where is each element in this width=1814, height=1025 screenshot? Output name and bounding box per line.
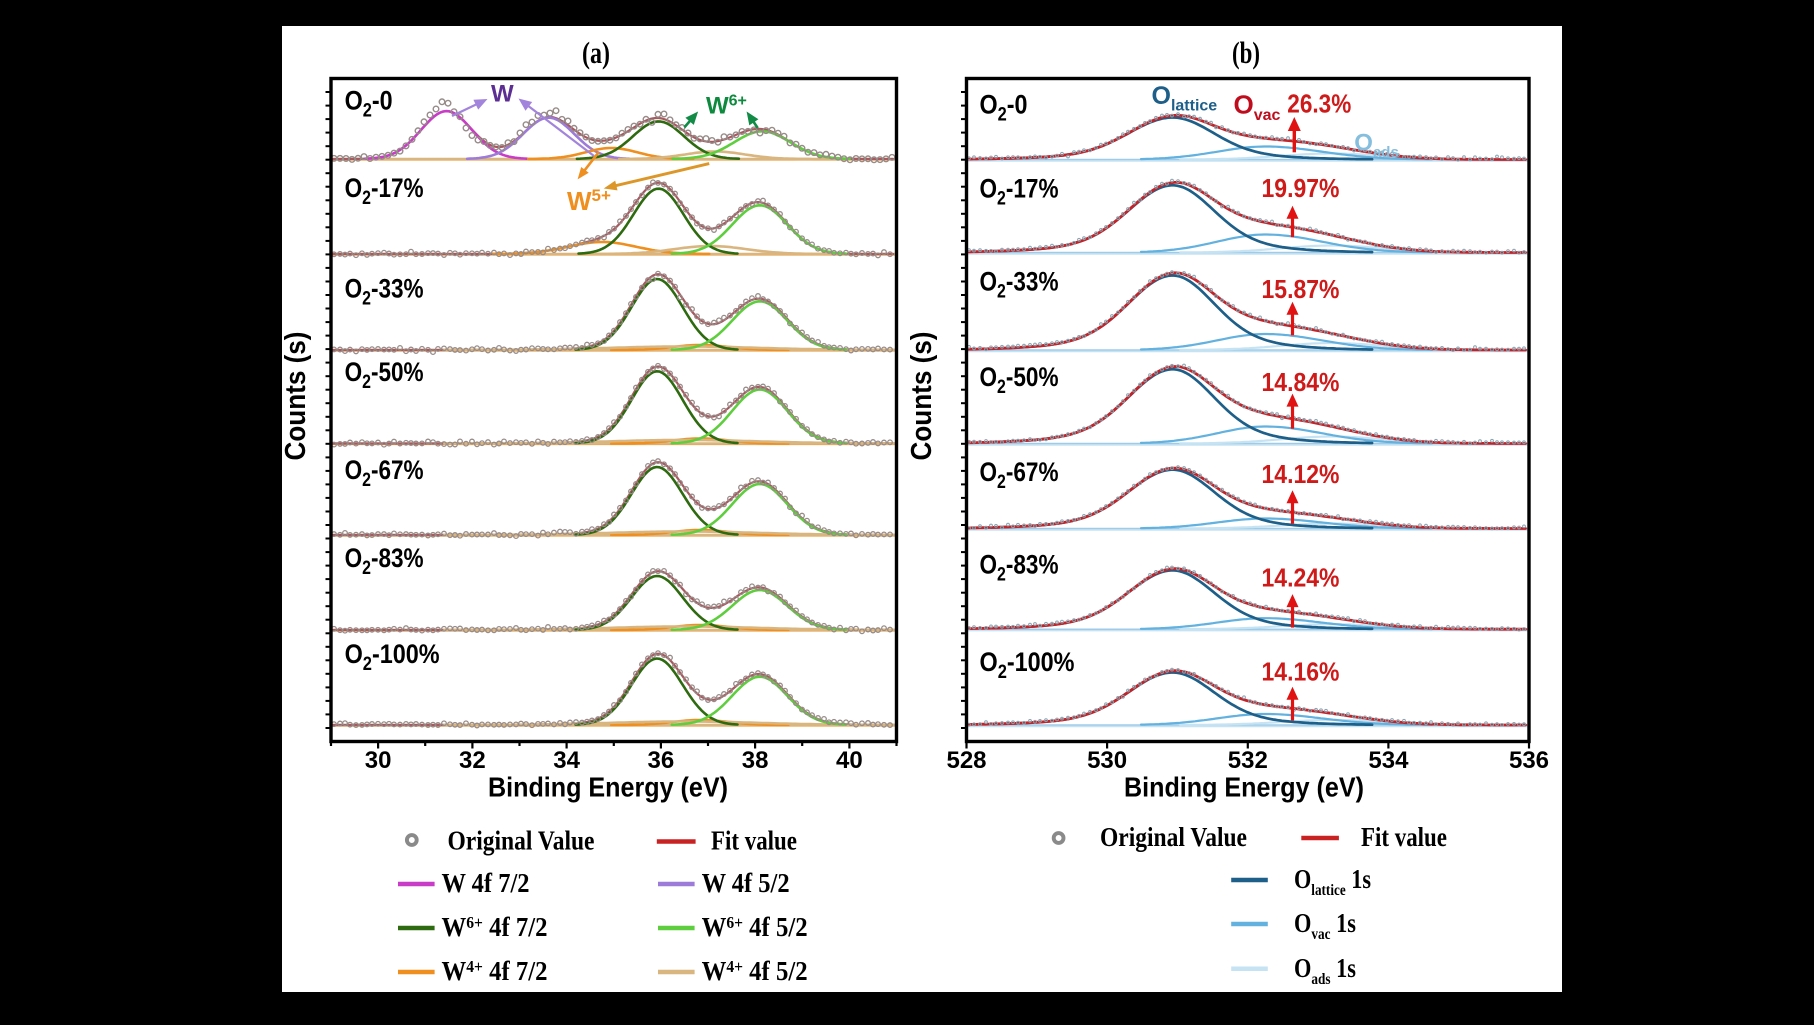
svg-text:O2-83%: O2-83% <box>980 550 1059 586</box>
svg-text:Counts (s): Counts (s) <box>906 332 938 461</box>
svg-text:528: 528 <box>946 747 986 774</box>
svg-text:38: 38 <box>742 747 769 774</box>
svg-text:O2-100%: O2-100% <box>980 647 1075 683</box>
svg-text:532: 532 <box>1228 747 1268 774</box>
svg-text:O2-17%: O2-17% <box>345 173 424 209</box>
svg-text:Counts (s): Counts (s) <box>280 332 312 461</box>
svg-text:536: 536 <box>1509 747 1549 774</box>
svg-text:W4+ 4f 5/2: W4+ 4f 5/2 <box>702 956 808 986</box>
svg-text:O2-83%: O2-83% <box>345 543 424 579</box>
svg-text:34: 34 <box>553 747 580 774</box>
svg-text:14.84%: 14.84% <box>1262 367 1340 397</box>
svg-text:14.24%: 14.24% <box>1262 563 1340 593</box>
svg-text:36: 36 <box>648 747 675 774</box>
svg-text:Original Value: Original Value <box>1100 822 1247 852</box>
svg-text:Oads 1s: Oads 1s <box>1294 953 1356 988</box>
svg-text:O2-33%: O2-33% <box>345 274 424 310</box>
svg-text:19.97%: 19.97% <box>1262 173 1340 203</box>
svg-text:W6+ 4f 5/2: W6+ 4f 5/2 <box>702 912 808 942</box>
svg-text:14.12%: 14.12% <box>1262 459 1340 489</box>
svg-text:32: 32 <box>459 747 486 774</box>
svg-text:W 4f 5/2: W 4f 5/2 <box>702 868 790 898</box>
svg-text:W4+ 4f 7/2: W4+ 4f 7/2 <box>442 956 548 986</box>
svg-text:30: 30 <box>365 747 392 774</box>
svg-text:40: 40 <box>836 747 863 774</box>
svg-text:W: W <box>491 81 514 108</box>
svg-text:W 4f 7/2: W 4f 7/2 <box>442 868 530 898</box>
svg-text:(a): (a) <box>582 35 610 70</box>
svg-text:Binding Energy (eV): Binding Energy (eV) <box>1124 772 1364 803</box>
svg-text:Original Value: Original Value <box>448 826 595 856</box>
svg-text:26.3%: 26.3% <box>1287 89 1351 119</box>
svg-text:W6+ 4f 7/2: W6+ 4f 7/2 <box>442 912 548 942</box>
svg-text:14.16%: 14.16% <box>1262 656 1340 686</box>
svg-text:530: 530 <box>1087 747 1127 774</box>
svg-text:15.87%: 15.87% <box>1262 274 1340 304</box>
svg-text:(b): (b) <box>1232 35 1260 70</box>
svg-text:Fit value: Fit value <box>711 826 797 856</box>
svg-text:534: 534 <box>1368 747 1409 774</box>
svg-text:Fit value: Fit value <box>1361 822 1447 852</box>
svg-text:O2-100%: O2-100% <box>345 639 440 675</box>
svg-text:Binding Energy (eV): Binding Energy (eV) <box>488 772 728 803</box>
svg-text:O2-17%: O2-17% <box>980 174 1059 210</box>
svg-text:O2-33%: O2-33% <box>980 266 1059 302</box>
svg-text:Olattice 1s: Olattice 1s <box>1294 864 1371 899</box>
